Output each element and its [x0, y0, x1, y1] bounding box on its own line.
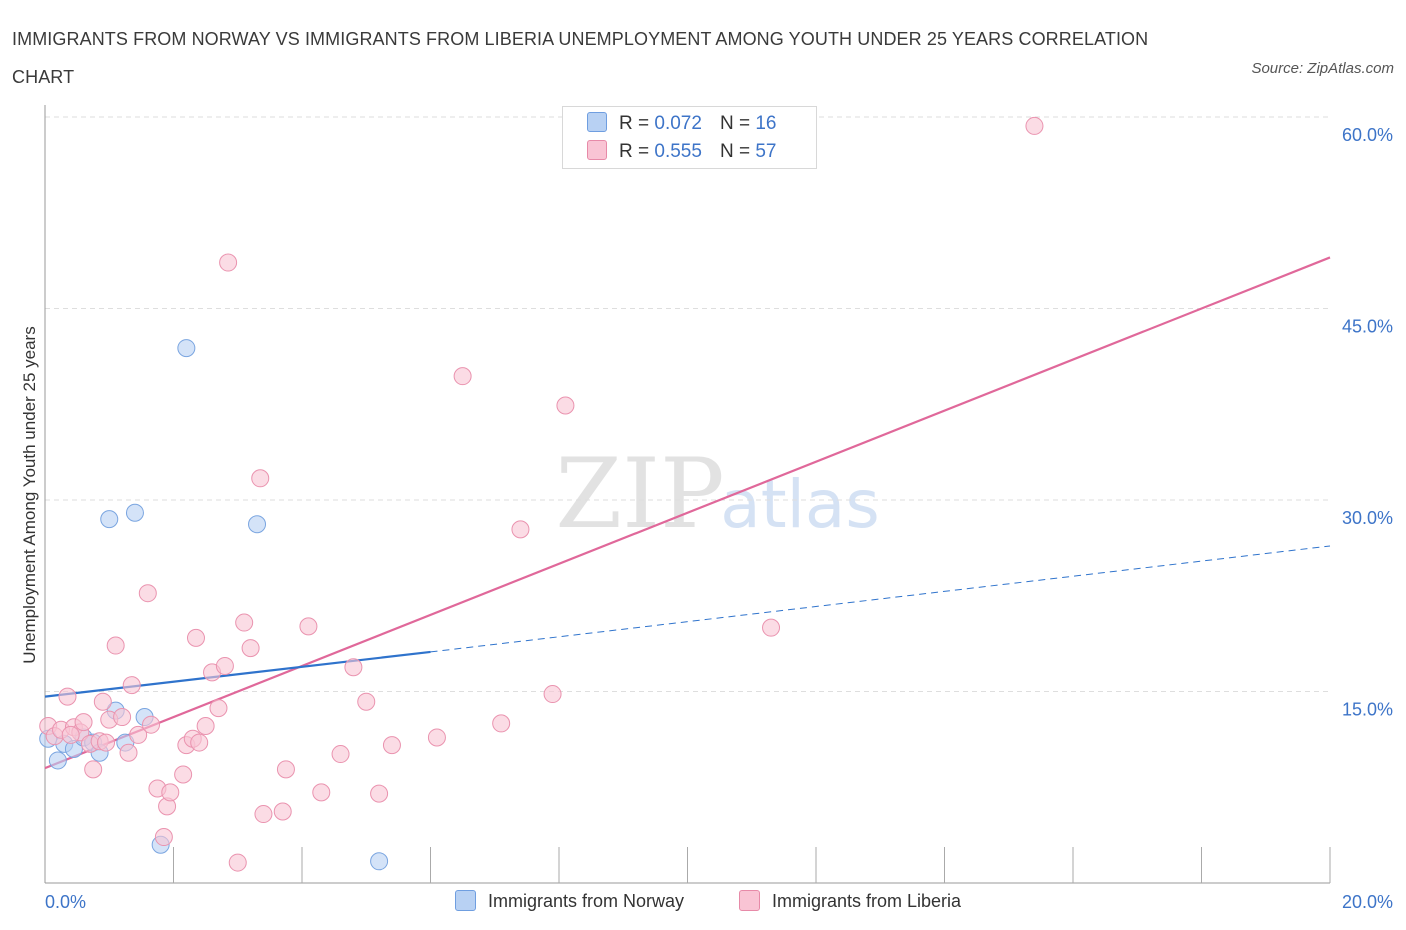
liberia-point [254, 805, 273, 824]
norway-point [125, 503, 144, 522]
liberia-point [543, 685, 562, 704]
legend-norway-swatch [455, 890, 476, 911]
norway-trend-line [44, 650, 431, 698]
liberia-point [122, 676, 141, 695]
r-label: R = [619, 113, 650, 134]
liberia-r-value: 0.555 [654, 141, 702, 162]
stats-legend-row-liberia: R = 0.555 N = 57 [587, 140, 776, 166]
liberia-point [228, 853, 247, 872]
liberia-point [331, 745, 350, 764]
liberia-point [276, 760, 295, 779]
liberia-point [174, 765, 193, 784]
norway-point [248, 515, 267, 534]
liberia-point [142, 715, 161, 734]
norway-trend-extension [430, 545, 1331, 653]
y-tick-label: 15.0% [1342, 700, 1393, 720]
trend-layer [44, 256, 1331, 770]
liberia-point [58, 687, 77, 706]
liberia-point [138, 584, 157, 603]
liberia-point [762, 618, 781, 637]
liberia-point [161, 783, 180, 802]
norway-point [370, 852, 389, 871]
watermark-atlas: atlas [720, 466, 880, 543]
y-tick-label: 30.0% [1342, 508, 1393, 528]
liberia-point [556, 396, 575, 415]
points-layer [39, 116, 1044, 872]
liberia-point [209, 699, 228, 718]
liberia-point [273, 802, 292, 821]
stats-legend-row-norway: R = 0.072 N = 16 [587, 112, 776, 138]
chart-title: IMMIGRANTS FROM NORWAY VS IMMIGRANTS FRO… [12, 29, 1149, 87]
liberia-point [492, 714, 511, 733]
liberia-point [215, 656, 234, 675]
n-label: N = [719, 113, 751, 134]
liberia-point [251, 469, 270, 488]
liberia-point [453, 367, 472, 386]
watermark-zip: ZIP [555, 438, 724, 550]
norway-point [100, 510, 119, 529]
legend-item-liberia[interactable]: Immigrants from Liberia [739, 890, 961, 912]
liberia-point [106, 636, 125, 655]
liberia-point [312, 783, 331, 802]
liberia-point [382, 736, 401, 755]
liberia-point [241, 639, 260, 658]
liberia-point [129, 725, 148, 744]
liberia-point [219, 253, 238, 272]
n-label: N = [719, 141, 751, 162]
r-label: R = [619, 141, 650, 162]
liberia-point [344, 658, 363, 677]
y-tick-label: 45.0% [1342, 317, 1393, 337]
legend-item-norway[interactable]: Immigrants from Norway [455, 890, 684, 912]
liberia-point [357, 692, 376, 711]
norway-point [48, 751, 67, 770]
liberia-point [93, 692, 112, 711]
liberia-point [119, 743, 138, 762]
liberia-point [235, 613, 254, 632]
y-tick-label: 60.0% [1342, 125, 1393, 145]
liberia-point [154, 828, 173, 847]
legend-liberia-swatch [739, 890, 760, 911]
stats-legend: R = 0.072 N = 16 R = 0.555 N = 57 [562, 106, 817, 169]
liberia-point [511, 520, 530, 539]
norway-swatch [587, 112, 607, 132]
liberia-point [186, 628, 205, 647]
liberia-point [427, 728, 446, 747]
liberia-n-value: 57 [755, 141, 777, 162]
x-tick-label: 0.0% [45, 892, 86, 912]
legend-norway-label: Immigrants from Norway [488, 891, 685, 911]
liberia-point [1025, 116, 1044, 135]
axis-layer: 15.0% 30.0% 45.0% 60.0% 0.0% 20.0% [44, 105, 1393, 912]
norway-point [177, 339, 196, 358]
norway-n-value: 16 [755, 113, 777, 134]
norway-r-value: 0.072 [654, 113, 702, 134]
liberia-point [84, 760, 103, 779]
liberia-point [97, 733, 116, 752]
source-label: Source: ZipAtlas.com [1251, 60, 1394, 77]
liberia-point [370, 784, 389, 803]
liberia-point [61, 725, 80, 744]
liberia-point [74, 713, 93, 732]
liberia-swatch [587, 140, 607, 160]
liberia-point [196, 716, 215, 735]
liberia-point [299, 617, 318, 636]
x-tick-label: 20.0% [1342, 892, 1393, 912]
liberia-point [113, 708, 132, 727]
liberia-trend-line [44, 256, 1331, 770]
liberia-point [190, 733, 209, 752]
grid-layer [45, 116, 1330, 692]
legend-liberia-label: Immigrants from Liberia [772, 891, 962, 911]
